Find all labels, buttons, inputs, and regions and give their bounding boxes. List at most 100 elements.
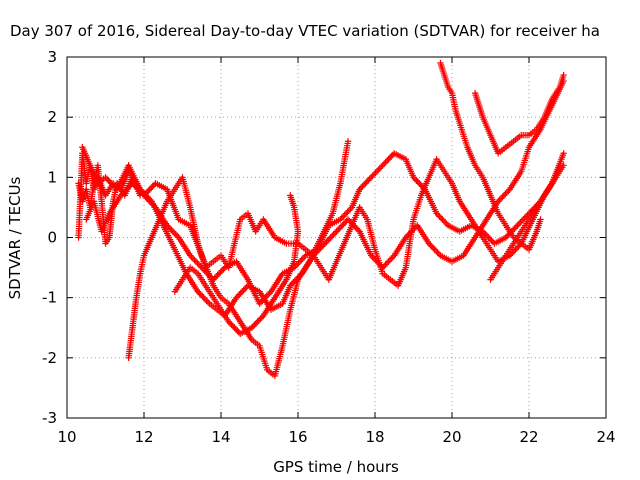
data-point [258, 314, 266, 321]
data-point [205, 271, 213, 279]
data-point [289, 279, 297, 286]
data-point [236, 291, 243, 298]
data-point [201, 295, 209, 303]
data-point [510, 247, 518, 255]
data-point [383, 157, 391, 164]
plot-frame [66, 56, 607, 419]
data-point [194, 288, 202, 295]
data-point [150, 202, 158, 210]
data-point [488, 237, 495, 244]
data-point [109, 181, 116, 189]
data-point [195, 261, 203, 268]
data-point [442, 219, 449, 226]
data-point [331, 229, 339, 237]
x-axis-label: GPS time / hours [273, 458, 399, 476]
y-tick-label: -1 [42, 289, 57, 307]
data-point [522, 213, 530, 220]
data-point [375, 166, 382, 174]
series-8 [487, 162, 563, 283]
data-point [428, 243, 435, 250]
x-tick-label: 24 [596, 428, 615, 446]
data-point [212, 273, 220, 280]
data-point [142, 193, 149, 201]
data-point [136, 192, 144, 199]
data-point [502, 190, 509, 198]
data-point [259, 297, 266, 304]
data-point [207, 273, 214, 280]
data-point [298, 256, 305, 264]
data-point [515, 243, 522, 250]
data-point [257, 298, 265, 306]
data-point [341, 211, 348, 219]
data-point [148, 199, 155, 207]
data-point [365, 177, 372, 184]
data-point [367, 174, 375, 181]
data-point [168, 226, 175, 234]
data-point [192, 258, 200, 265]
data-point [295, 273, 303, 280]
data-point [521, 214, 528, 222]
data-point [340, 220, 347, 228]
data-points [75, 59, 567, 380]
data-point [248, 324, 255, 331]
data-point [287, 282, 294, 289]
data-point [266, 289, 273, 297]
series-7 [471, 71, 567, 157]
data-point [379, 162, 386, 169]
data-point [250, 323, 257, 330]
data-point [106, 178, 114, 186]
data-point [512, 246, 519, 253]
data-point [240, 286, 247, 294]
data-point [231, 324, 238, 331]
data-point [367, 252, 375, 259]
data-point [382, 261, 389, 268]
data-point [234, 327, 241, 334]
data-point [256, 300, 263, 307]
data-point [296, 258, 304, 265]
data-point [366, 175, 373, 183]
data-point [431, 246, 438, 253]
data-point [560, 150, 567, 157]
data-point [105, 177, 112, 184]
data-point [359, 183, 366, 190]
data-point [237, 289, 244, 297]
data-point [514, 222, 521, 229]
data-point [440, 217, 448, 225]
data-point [362, 180, 369, 187]
data-point [225, 318, 232, 325]
data-point [337, 223, 345, 231]
data-point [443, 220, 450, 228]
data-point [188, 253, 195, 261]
data-point [336, 225, 343, 232]
data-point [217, 268, 224, 276]
data-point [360, 181, 368, 189]
data-point [380, 262, 388, 270]
data-point [328, 232, 336, 240]
data-point [203, 297, 210, 304]
data-point [148, 184, 155, 192]
data-point [145, 187, 152, 195]
data-point [354, 226, 362, 234]
data-point [416, 180, 423, 187]
data-point [404, 232, 411, 240]
data-point [338, 214, 345, 222]
data-point [372, 169, 379, 177]
data-point [434, 249, 441, 256]
data-point [226, 320, 234, 327]
data-point [166, 225, 174, 232]
data-point [197, 291, 204, 298]
data-point [388, 255, 395, 262]
data-point [218, 267, 226, 274]
data-point [435, 250, 443, 258]
data-point [515, 220, 523, 228]
data-point [413, 177, 420, 184]
data-point [324, 237, 332, 244]
data-point [339, 222, 346, 229]
x-tick-label: 18 [365, 428, 384, 446]
data-point [340, 213, 347, 220]
data-point [146, 186, 153, 193]
y-tick-label: -3 [42, 409, 57, 427]
y-tick-label: 2 [47, 108, 57, 126]
data-point [380, 160, 388, 167]
data-point [383, 259, 391, 267]
